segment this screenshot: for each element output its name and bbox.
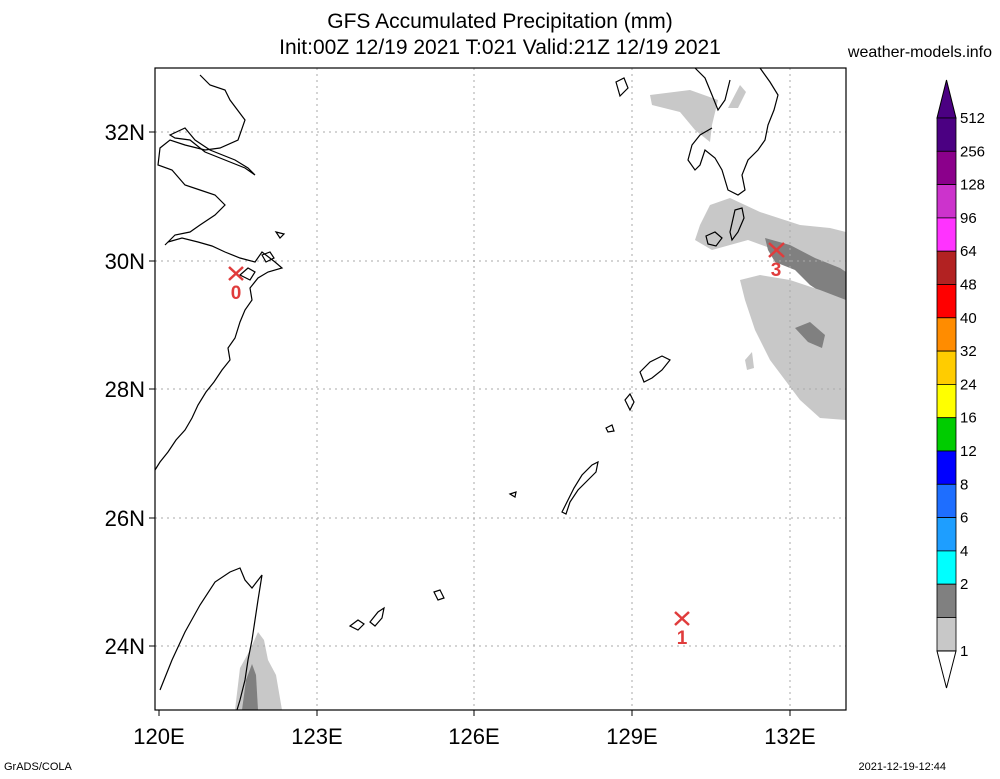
coast-okinoerabu bbox=[605, 424, 615, 433]
colorbar-label: 4 bbox=[960, 543, 968, 560]
colorbar-cell bbox=[936, 317, 957, 352]
graticule bbox=[155, 68, 846, 710]
coast-okinawa bbox=[561, 460, 599, 515]
coast-yangtze bbox=[168, 127, 256, 176]
colorbar-cell bbox=[936, 417, 957, 452]
colorbar-cell bbox=[936, 517, 957, 552]
precip-area-taiwan-dark bbox=[242, 664, 258, 710]
marker-label: 1 bbox=[677, 628, 688, 649]
precip-area-south bbox=[740, 275, 846, 420]
colorbar-cell bbox=[936, 450, 957, 485]
colorbar-top-arrow bbox=[936, 79, 957, 119]
coast-miyako bbox=[433, 589, 445, 601]
colorbar-label: 40 bbox=[960, 310, 977, 327]
coast-kerama bbox=[508, 491, 517, 498]
cross-icon bbox=[768, 242, 785, 258]
cross-icon bbox=[674, 611, 690, 626]
marker-0: 0 bbox=[228, 266, 244, 304]
coast-island-a bbox=[261, 251, 275, 263]
coast-tanegashima bbox=[729, 207, 745, 242]
lat-label: 28N bbox=[105, 377, 145, 402]
lon-label: 126E bbox=[448, 724, 499, 749]
coastlines bbox=[154, 67, 779, 711]
coast-island-b bbox=[274, 231, 286, 239]
colorbar-cell bbox=[936, 250, 957, 285]
map-title: GFS Accumulated Precipitation (mm) bbox=[327, 10, 673, 33]
colorbar-label: 1 bbox=[960, 643, 968, 660]
colorbar-label: 96 bbox=[960, 210, 977, 227]
colorbar-cell bbox=[936, 150, 957, 186]
marker-1: 1 bbox=[674, 611, 690, 649]
colorbar-cell bbox=[936, 350, 957, 385]
colorbar-cell bbox=[936, 383, 957, 419]
colorbar-label: 8 bbox=[960, 476, 968, 493]
colorbar-cell bbox=[936, 483, 957, 518]
coast-china-north bbox=[157, 74, 246, 246]
coast-taiwan bbox=[159, 567, 263, 711]
precip-area-north-small bbox=[728, 85, 746, 108]
colorbar-cell bbox=[936, 117, 957, 152]
map-subtitle: Init:00Z 12/19 2021 T:021 Valid:21Z 12/1… bbox=[279, 36, 721, 59]
precip-area-south-dark bbox=[795, 322, 825, 348]
lat-axis-labels: 32N 30N 28N 26N 24N bbox=[105, 120, 145, 659]
colorbar-cell bbox=[936, 550, 957, 585]
coast-zhoushan bbox=[238, 267, 256, 281]
colorbar-label: 2 bbox=[960, 576, 968, 593]
marker-label: 3 bbox=[771, 260, 782, 281]
colorbar-cell bbox=[936, 617, 957, 652]
coast-kyushu bbox=[687, 67, 779, 196]
coast-yakushima bbox=[705, 231, 723, 247]
colorbar-label: 48 bbox=[960, 277, 977, 294]
colorbar-label: 24 bbox=[960, 376, 977, 393]
lon-axis-labels: 120E 123E 126E 129E 132E bbox=[133, 724, 815, 749]
colorbar-cell bbox=[936, 284, 957, 319]
colorbar-label: 16 bbox=[960, 410, 977, 427]
lon-label: 129E bbox=[606, 724, 657, 749]
precip-shading bbox=[235, 85, 846, 710]
colorbar-label: 12 bbox=[960, 443, 977, 460]
precip-area-kyushu-dark bbox=[765, 238, 846, 305]
lat-label: 32N bbox=[105, 120, 145, 145]
coast-korea-isle bbox=[615, 77, 629, 98]
precip-area-north bbox=[650, 90, 718, 142]
coast-ishigaki bbox=[369, 606, 385, 627]
colorbar-label: 6 bbox=[960, 510, 968, 527]
lon-label: 123E bbox=[291, 724, 342, 749]
marker-label: 0 bbox=[231, 283, 242, 304]
colorbar-label: 32 bbox=[960, 343, 977, 360]
colorbar-label: 256 bbox=[960, 143, 985, 160]
colorbar-bottom-arrow bbox=[936, 650, 957, 689]
marker-3: 3 bbox=[768, 242, 785, 281]
coast-hangzhou bbox=[154, 237, 284, 471]
storm-markers: 0 3 1 bbox=[228, 242, 785, 649]
footer-timestamp: 2021-12-19-12:44 bbox=[858, 761, 946, 773]
colorbar-label: 64 bbox=[960, 243, 977, 260]
coast-tokunoshima bbox=[624, 392, 635, 412]
colorbar-label: 128 bbox=[960, 177, 985, 194]
colorbar-cell bbox=[936, 184, 957, 219]
colorbar-cell bbox=[936, 583, 957, 618]
lat-label: 26N bbox=[105, 506, 145, 531]
colorbar-label: 512 bbox=[960, 110, 985, 127]
coast-iriomote bbox=[348, 619, 365, 631]
lat-label: 24N bbox=[105, 634, 145, 659]
footer-credit: GrADS/COLA bbox=[4, 761, 72, 773]
colorbar-cell bbox=[936, 217, 957, 252]
precip-area-taiwan bbox=[235, 632, 282, 710]
site-credit: weather-models.info bbox=[847, 44, 992, 61]
lat-label: 30N bbox=[105, 249, 145, 274]
coast-amami bbox=[639, 355, 671, 383]
lon-label: 132E bbox=[764, 724, 815, 749]
lon-label: 120E bbox=[133, 724, 184, 749]
cross-icon bbox=[228, 266, 244, 281]
axis-ticks bbox=[149, 131, 791, 716]
precip-area-small-blob bbox=[745, 352, 754, 370]
